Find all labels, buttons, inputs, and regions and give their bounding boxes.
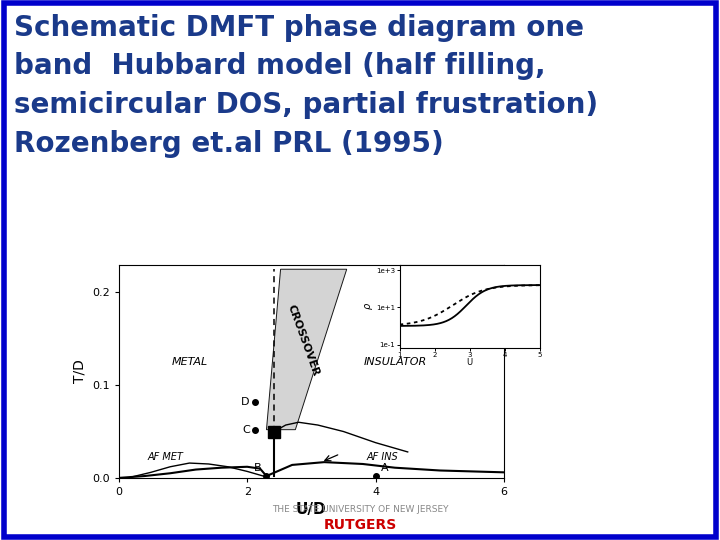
Text: C: C — [242, 424, 250, 435]
Y-axis label: T/D: T/D — [73, 359, 86, 383]
Text: semicircular DOS, partial frustration): semicircular DOS, partial frustration) — [14, 91, 598, 119]
Text: Schematic DMFT phase diagram one: Schematic DMFT phase diagram one — [14, 14, 585, 42]
Y-axis label: $\rho$: $\rho$ — [363, 302, 375, 310]
Text: RUTGERS: RUTGERS — [323, 518, 397, 532]
Text: CROSSOVER: CROSSOVER — [286, 303, 321, 378]
Text: A: A — [381, 463, 388, 473]
X-axis label: U: U — [467, 359, 473, 367]
Text: INSULATOR: INSULATOR — [363, 357, 426, 367]
Text: AF INS: AF INS — [366, 453, 398, 462]
Text: B: B — [253, 463, 261, 473]
Text: METAL: METAL — [171, 357, 207, 367]
X-axis label: U/D: U/D — [296, 503, 327, 517]
Polygon shape — [266, 269, 347, 430]
Text: band  Hubbard model (half filling,: band Hubbard model (half filling, — [14, 52, 546, 80]
Text: Rozenberg et.al PRL (1995): Rozenberg et.al PRL (1995) — [14, 130, 444, 158]
Text: THE STATE UNIVERSITY OF NEW JERSEY: THE STATE UNIVERSITY OF NEW JERSEY — [271, 505, 449, 514]
Text: D: D — [241, 397, 250, 407]
Text: AF MET: AF MET — [147, 453, 183, 462]
